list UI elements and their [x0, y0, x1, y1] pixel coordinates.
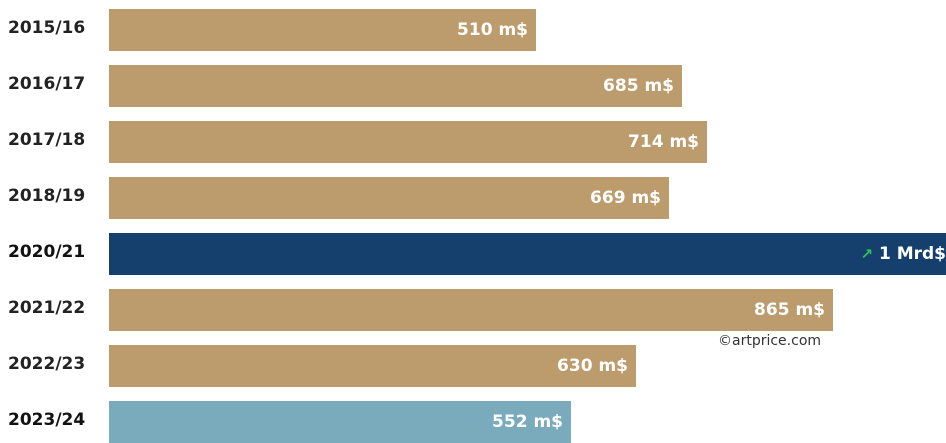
bar: 714 m$	[109, 121, 707, 163]
category-label: 2023/24	[8, 410, 86, 430]
category-label: 2015/16	[8, 18, 86, 38]
bar-value-text: 865 m$	[754, 300, 825, 320]
bar-value-text: 1 Mrd$	[878, 244, 946, 264]
up-right-arrow-icon: ↗	[860, 245, 873, 263]
bar-value-label: 865 m$	[754, 289, 825, 331]
bar-value-text: 714 m$	[628, 132, 699, 152]
bar-value-label: 510 m$	[457, 9, 528, 51]
bar-value-label: 552 m$	[492, 401, 563, 443]
category-label: 2022/23	[8, 354, 86, 374]
bar: 510 m$	[109, 9, 536, 51]
bar-value-text: 630 m$	[557, 356, 628, 376]
bar: 685 m$	[109, 65, 682, 107]
bar-value-label: ↗ 1 Mrd$	[860, 233, 946, 275]
bar-value-label: 714 m$	[628, 121, 699, 163]
bar-chart: 2015/16 510 m$ 2016/17 685 m$ 2017/18 714 m$ 2…	[8, 9, 946, 443]
bar-value-label: 685 m$	[603, 65, 674, 107]
bar-value-text: 510 m$	[457, 20, 528, 40]
category-label: 2017/18	[8, 130, 86, 150]
category-label: 2018/19	[8, 186, 86, 206]
bar: 669 m$	[109, 177, 669, 219]
bar-value-text: 685 m$	[603, 76, 674, 96]
bar: ↗ 1 Mrd$	[109, 233, 946, 275]
bar-value-label: 630 m$	[557, 345, 628, 387]
bar: 630 m$	[109, 345, 636, 387]
bar: 552 m$	[109, 401, 571, 443]
credit-label: ©artprice.com	[718, 333, 822, 349]
category-label: 2021/22	[8, 298, 86, 318]
bar-value-text: 552 m$	[492, 412, 563, 432]
category-label: 2020/21	[8, 242, 86, 262]
bar: 865 m$	[109, 289, 833, 331]
bar-value-label: 669 m$	[590, 177, 661, 219]
category-label: 2016/17	[8, 74, 86, 94]
bar-value-text: 669 m$	[590, 188, 661, 208]
